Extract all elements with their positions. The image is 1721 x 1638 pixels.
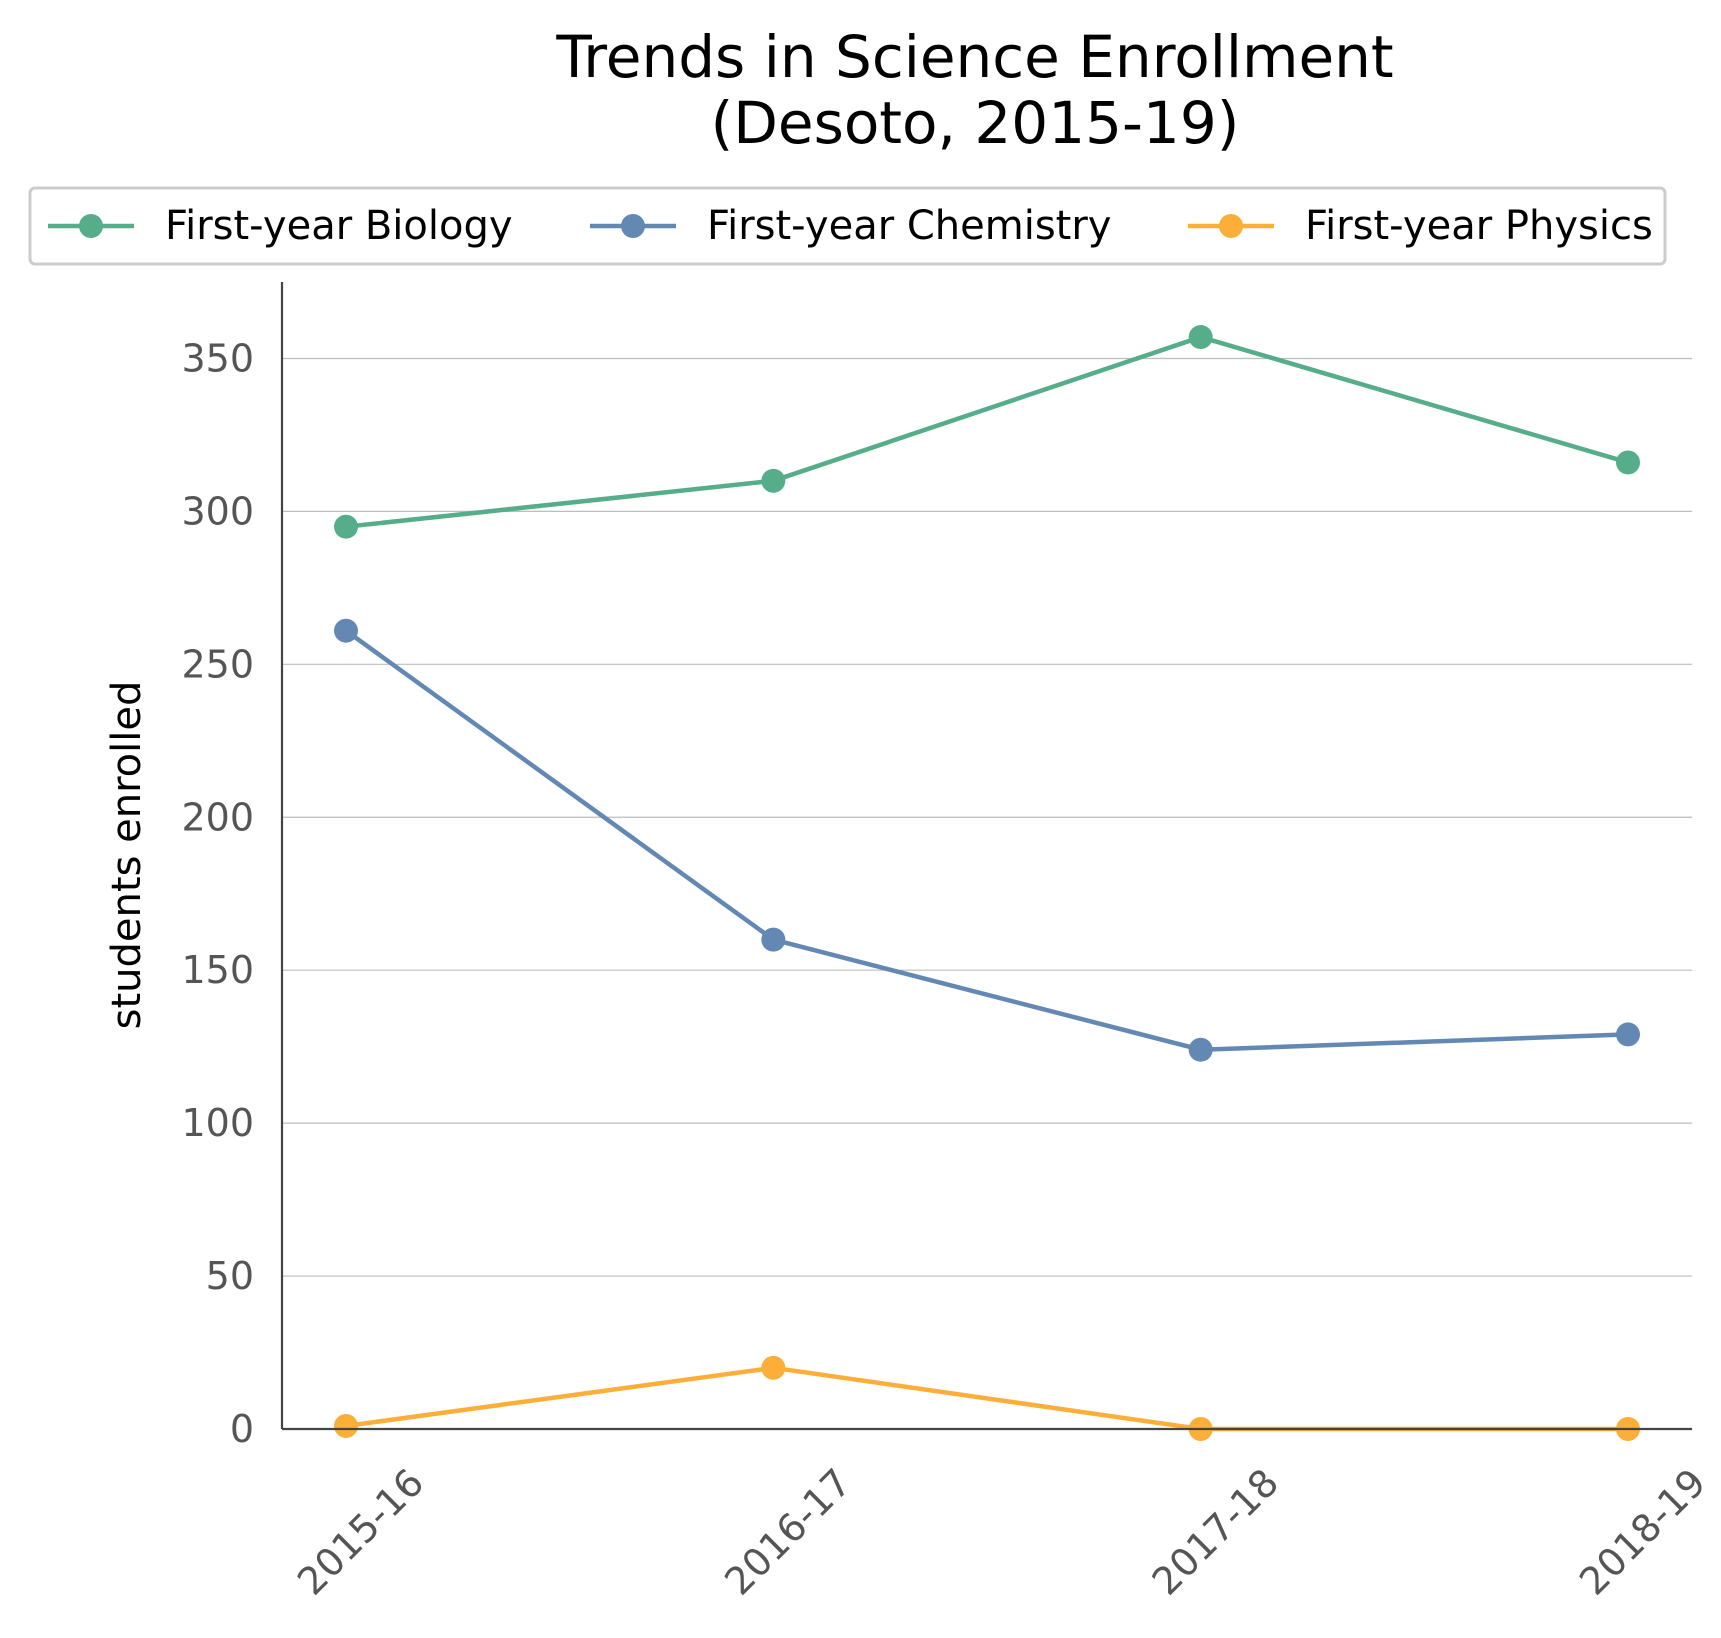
- series-1: [334, 618, 1640, 1062]
- axes: [280, 282, 1692, 1431]
- series-layer: [334, 325, 1640, 1441]
- chart-title-line-2: (Desoto, 2015-19): [711, 89, 1240, 157]
- legend-label: First-year Chemistry: [707, 203, 1111, 249]
- y-tick-label: 250: [181, 642, 254, 686]
- legend-swatch-marker: [621, 214, 645, 238]
- legend-item-2: First-year Physics: [1188, 203, 1653, 249]
- data-point: [1616, 1022, 1640, 1047]
- data-point: [1188, 325, 1213, 350]
- series-line: [345, 1365, 1628, 1432]
- data-point: [761, 1355, 786, 1380]
- x-tick-label: 2018-19: [1571, 1460, 1714, 1603]
- y-axis-ticks: 0 50 100 150 200 250 300 350: [181, 336, 254, 1451]
- y-tick-label: 350: [181, 336, 254, 380]
- legend-item-0: First-year Biology: [48, 203, 513, 249]
- data-point: [761, 468, 786, 493]
- legend-item-1: First-year Chemistry: [590, 203, 1111, 249]
- data-point: [334, 618, 358, 643]
- data-point: [1188, 1037, 1213, 1062]
- series-0: [334, 325, 1640, 539]
- y-tick-label: 0: [230, 1407, 254, 1451]
- legend: First-year Biology First-year Chemistry Fi…: [28, 186, 1667, 266]
- legend-label: First-year Biology: [165, 203, 513, 249]
- x-axis-ticks: 2015-16 2016-17 2017-18 2018-19: [289, 1460, 1714, 1603]
- series-line: [344, 628, 1629, 1052]
- legend-swatch-marker: [1219, 214, 1243, 238]
- data-point: [334, 514, 358, 539]
- y-tick-label: 300: [181, 489, 254, 533]
- chart-title-line-1: Trends in Science Enrollment: [555, 23, 1393, 91]
- x-tick-label: 2017-18: [1144, 1460, 1287, 1603]
- x-tick-label: 2015-16: [289, 1460, 432, 1603]
- y-tick-label: 200: [181, 795, 254, 839]
- legend-label: First-year Physics: [1305, 203, 1653, 249]
- y-tick-label: 150: [181, 948, 254, 992]
- series-line: [345, 334, 1629, 529]
- y-tick-label: 100: [181, 1101, 254, 1145]
- y-tick-label: 50: [206, 1254, 254, 1298]
- gridlines: [282, 357, 1692, 1277]
- data-point: [334, 1413, 358, 1438]
- data-point: [761, 927, 786, 952]
- legend-box: [28, 186, 1667, 266]
- y-axis-label: students enrolled: [104, 681, 150, 1030]
- legend-swatch-marker: [79, 214, 103, 238]
- data-point: [1616, 450, 1640, 475]
- x-tick-label: 2016-17: [716, 1460, 859, 1603]
